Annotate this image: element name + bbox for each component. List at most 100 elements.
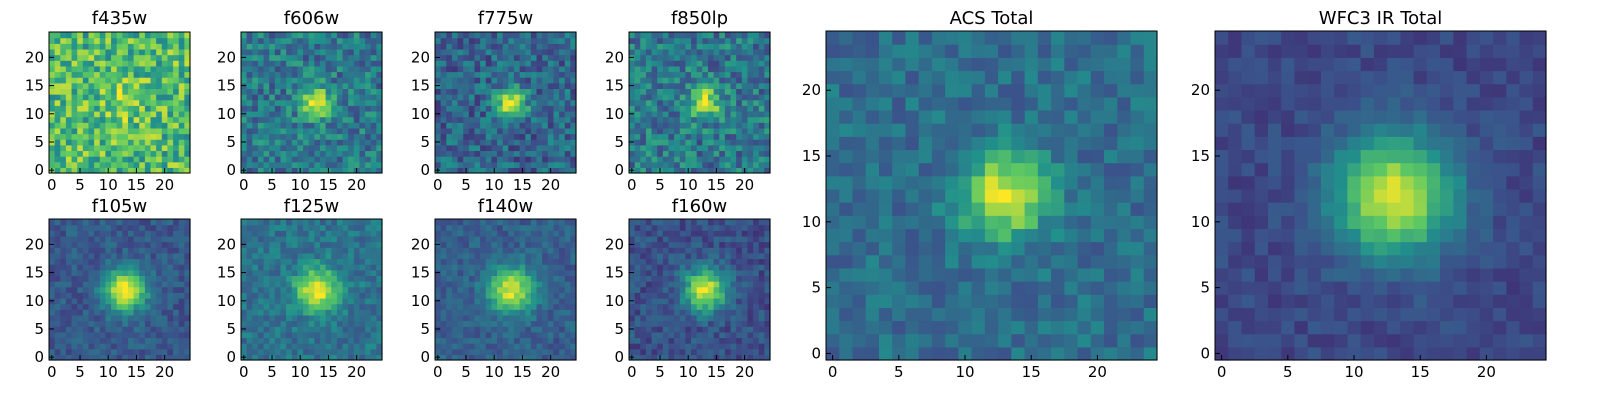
heatmap-cell — [634, 167, 641, 174]
heatmap-cell — [376, 292, 383, 299]
heatmap-cell — [497, 99, 504, 106]
heatmap-cell — [370, 219, 377, 226]
heatmap-cell — [497, 150, 504, 157]
heatmap-cell — [139, 343, 146, 350]
heatmap-cell — [634, 71, 641, 78]
heatmap-cell — [525, 303, 532, 310]
heatmap-cell — [156, 286, 163, 293]
heatmap-cell — [679, 116, 686, 123]
heatmap-cell — [724, 156, 732, 163]
heatmap-cell — [111, 337, 118, 344]
heatmap-cell — [559, 161, 566, 168]
heatmap-cell — [497, 252, 504, 260]
heatmap-cell — [71, 139, 78, 146]
heatmap-cell — [691, 292, 698, 299]
heatmap-cell — [685, 326, 692, 333]
heatmap-cell — [303, 65, 310, 73]
heatmap-cell — [497, 281, 504, 288]
heatmap-cell — [570, 127, 577, 135]
heatmap-cell — [564, 156, 571, 163]
heatmap-cell — [303, 116, 310, 123]
heatmap-cell — [451, 37, 459, 44]
heatmap-cell — [485, 292, 492, 299]
heatmap-cell — [303, 258, 310, 265]
heatmap-cell — [446, 60, 453, 67]
heatmap-cell — [668, 161, 675, 168]
heatmap-cell — [747, 54, 754, 61]
y-tick-label: 10 — [411, 105, 430, 123]
heatmap-cell — [730, 77, 737, 84]
heatmap-cell — [325, 122, 332, 129]
heatmap-cell — [696, 139, 703, 146]
heatmap-cell — [525, 65, 532, 73]
heatmap-cell — [105, 133, 112, 140]
heatmap-cell — [502, 48, 509, 56]
heatmap-cell — [319, 286, 327, 293]
heatmap-cell — [707, 105, 715, 112]
heatmap-cell — [530, 230, 538, 237]
heatmap-cell — [485, 354, 492, 361]
heatmap-cell — [519, 230, 526, 237]
heatmap-cell — [88, 156, 95, 163]
heatmap-cell — [730, 60, 737, 67]
heatmap-cell — [753, 150, 760, 157]
heatmap-cell — [365, 354, 372, 361]
heatmap-cell — [463, 235, 470, 243]
heatmap-cell — [173, 297, 180, 305]
heatmap-cell — [331, 247, 338, 254]
heatmap-cell — [662, 48, 670, 56]
heatmap-cell — [651, 65, 658, 73]
heatmap-cell — [342, 320, 349, 327]
heatmap-cell — [308, 150, 315, 157]
heatmap-cell — [485, 122, 492, 129]
heatmap-cell — [719, 133, 726, 140]
heatmap-cell — [553, 43, 560, 50]
heatmap-cell — [127, 348, 135, 355]
heatmap-cell — [139, 320, 146, 327]
heatmap-cell — [564, 127, 571, 135]
heatmap-cell — [525, 309, 532, 316]
heatmap-cell — [702, 156, 709, 163]
heatmap-cell — [685, 99, 692, 106]
heatmap-cell — [747, 292, 754, 299]
heatmap-cell — [144, 99, 152, 106]
heatmap-cell — [651, 343, 658, 350]
heatmap-cell — [303, 326, 310, 333]
heatmap-cell — [446, 281, 453, 288]
heatmap-cell — [741, 110, 749, 118]
heatmap-cell — [758, 292, 765, 299]
heatmap-cell — [178, 43, 185, 50]
heatmap-cell — [178, 241, 185, 248]
heatmap-cell — [491, 144, 498, 152]
heatmap-cell — [65, 150, 73, 157]
heatmap-cell — [252, 292, 259, 299]
heatmap-cell — [99, 252, 106, 260]
heatmap-cell — [542, 331, 549, 339]
heatmap-cell — [246, 60, 253, 67]
heatmap-cell — [547, 258, 555, 265]
heatmap-cell — [662, 297, 670, 305]
heatmap-cell — [161, 320, 169, 327]
heatmap-cell — [468, 303, 476, 310]
heatmap-cell — [336, 122, 344, 129]
heatmap-cell — [468, 343, 476, 350]
heatmap-cell — [640, 48, 647, 56]
heatmap-cell — [269, 224, 276, 231]
heatmap-cell — [111, 105, 118, 112]
heatmap-cell — [60, 314, 67, 322]
heatmap-cell — [161, 303, 169, 310]
heatmap-cell — [679, 303, 686, 310]
heatmap-cell — [133, 32, 140, 39]
heatmap-cell — [122, 235, 129, 243]
heatmap-cell — [144, 281, 152, 288]
heatmap-cell — [463, 122, 470, 129]
heatmap-cell — [77, 48, 84, 56]
heatmap-cell — [111, 48, 118, 56]
heatmap-cell — [291, 219, 298, 226]
heatmap-cell — [88, 122, 95, 129]
heatmap-cell — [713, 139, 720, 146]
heatmap-cell — [679, 144, 686, 152]
heatmap-cell — [173, 161, 180, 168]
heatmap-cell — [525, 94, 532, 101]
heatmap-cell — [485, 303, 492, 310]
